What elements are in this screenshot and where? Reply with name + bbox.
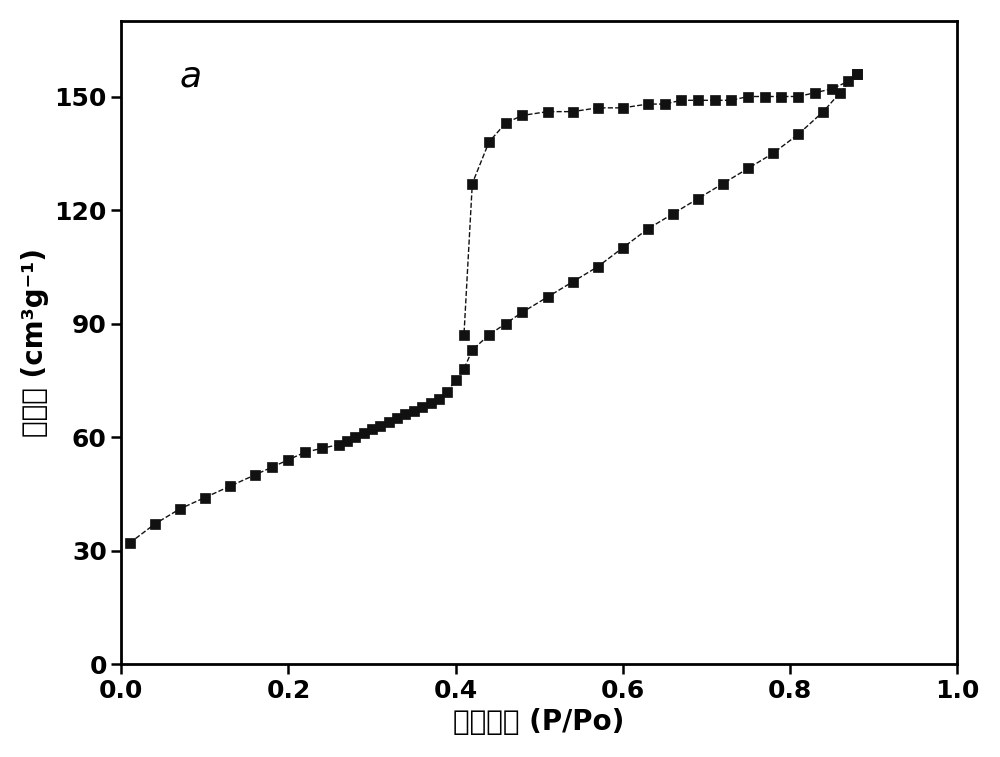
Y-axis label: 吸附量 (cm³g⁻¹): 吸附量 (cm³g⁻¹) [21, 248, 49, 437]
X-axis label: 相对压力 (P/Po): 相对压力 (P/Po) [453, 708, 625, 736]
Text: a: a [180, 60, 202, 93]
